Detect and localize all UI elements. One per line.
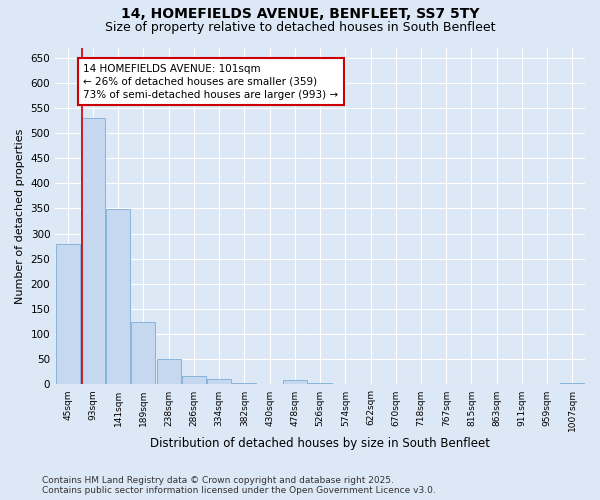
Bar <box>81 118 105 384</box>
Bar <box>56 244 80 384</box>
Bar <box>131 322 155 384</box>
Bar <box>283 380 307 384</box>
Bar <box>182 376 206 384</box>
Text: Contains HM Land Registry data © Crown copyright and database right 2025.
Contai: Contains HM Land Registry data © Crown c… <box>42 476 436 495</box>
Text: Size of property relative to detached houses in South Benfleet: Size of property relative to detached ho… <box>105 21 495 34</box>
Bar <box>308 383 332 384</box>
Y-axis label: Number of detached properties: Number of detached properties <box>15 128 25 304</box>
Bar <box>106 210 130 384</box>
Bar <box>207 379 231 384</box>
Bar <box>157 360 181 384</box>
X-axis label: Distribution of detached houses by size in South Benfleet: Distribution of detached houses by size … <box>150 437 490 450</box>
Text: 14 HOMEFIELDS AVENUE: 101sqm
← 26% of detached houses are smaller (359)
73% of s: 14 HOMEFIELDS AVENUE: 101sqm ← 26% of de… <box>83 64 338 100</box>
Text: 14, HOMEFIELDS AVENUE, BENFLEET, SS7 5TY: 14, HOMEFIELDS AVENUE, BENFLEET, SS7 5TY <box>121 8 479 22</box>
